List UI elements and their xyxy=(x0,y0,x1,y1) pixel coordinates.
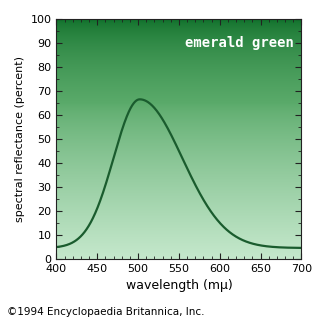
Text: ©1994 Encyclopaedia Britannica, Inc.: ©1994 Encyclopaedia Britannica, Inc. xyxy=(7,307,204,317)
Y-axis label: spectral reflectance (percent): spectral reflectance (percent) xyxy=(15,56,25,222)
Text: emerald green: emerald green xyxy=(185,36,294,50)
X-axis label: wavelength (mμ): wavelength (mμ) xyxy=(126,279,232,292)
